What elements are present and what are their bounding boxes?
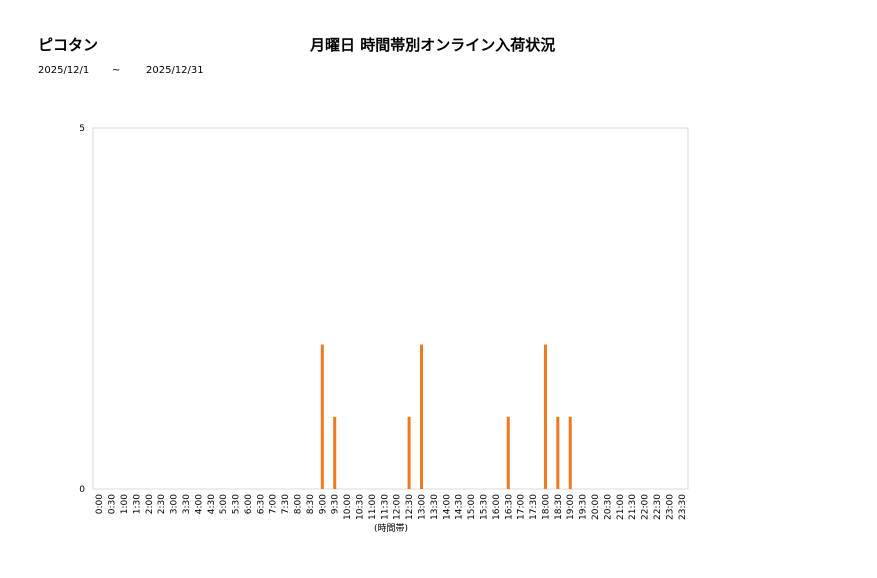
x-tick-label: 3:00 [170, 494, 180, 514]
x-tick-label: 1:00 [120, 494, 130, 514]
chart-title: 月曜日 時間帯別オンライン入荷状況 [310, 36, 556, 54]
x-tick-label: 12:30 [405, 494, 415, 520]
date-separator: ~ [112, 65, 121, 76]
x-tick-label: 23:00 [665, 494, 675, 520]
x-tick-label: 16:00 [492, 494, 502, 520]
plot-area [92, 127, 689, 490]
x-tick-label: 11:30 [380, 494, 390, 520]
y-tick-label: 5 [79, 124, 85, 134]
x-tick-label: 8:30 [306, 494, 316, 514]
x-tick-label: 22:30 [653, 494, 663, 520]
x-tick-label: 15:30 [479, 494, 489, 520]
x-tick-label: 5:00 [219, 494, 229, 514]
x-tick-label: 10:30 [356, 494, 366, 520]
x-tick-label: 9:00 [318, 494, 328, 514]
x-tick-label: 17:30 [529, 494, 539, 520]
x-tick-label: 11:00 [368, 494, 378, 520]
x-tick-label: 17:00 [517, 494, 527, 520]
x-tick-label: 21:30 [628, 494, 638, 520]
x-tick-label: 9:30 [331, 494, 341, 514]
bars-group [320, 344, 572, 489]
x-tick-label: 2:30 [157, 494, 167, 514]
x-tick-label: 7:30 [281, 494, 291, 514]
x-tick-label: 13:30 [430, 494, 440, 520]
bar-12-30 [407, 416, 411, 489]
store-name: ピコタン [38, 36, 99, 54]
x-tick-label: 19:30 [579, 494, 589, 520]
x-tick-label: 6:30 [256, 494, 266, 514]
x-tick-label: 14:30 [455, 494, 465, 520]
bar-9-30 [333, 416, 337, 489]
x-axis-label: (時間帯) [374, 522, 408, 534]
x-tick-label: 12:00 [393, 494, 403, 520]
x-tick-label: 18:00 [541, 494, 551, 520]
x-tick-label: 0:00 [95, 494, 105, 514]
x-tick-label: 4:00 [194, 494, 204, 514]
x-tick-label: 3:30 [182, 494, 192, 514]
x-tick-label: 4:30 [207, 494, 217, 514]
x-tick-label: 23:30 [678, 494, 688, 520]
x-tick-label: 13:00 [417, 494, 427, 520]
bar-13-00 [419, 344, 423, 489]
x-tick-label: 19:00 [566, 494, 576, 520]
x-tick-label: 1:30 [132, 494, 142, 514]
bar-9-00 [320, 344, 324, 489]
x-tick-label: 16:30 [504, 494, 514, 520]
x-tick-label: 0:30 [108, 494, 118, 514]
y-tick-label: 0 [79, 485, 85, 495]
x-tick-label: 6:00 [244, 494, 254, 514]
x-tick-label: 7:00 [269, 494, 279, 514]
x-tick-label: 14:00 [442, 494, 452, 520]
x-tick-label: 20:30 [603, 494, 613, 520]
bar-19-00 [568, 416, 572, 489]
x-tick-label: 5:30 [232, 494, 242, 514]
x-tick-label: 22:00 [641, 494, 651, 520]
x-tick-label: 8:00 [294, 494, 304, 514]
x-tick-labels: 0:00 0:30 1:00 1:30 2:00 2:30 3:00 3:30 4:00 4:30… [95, 494, 688, 520]
x-tick-label: 2:00 [145, 494, 155, 514]
x-tick-label: 15:00 [467, 494, 477, 520]
x-tick-label: 20:00 [591, 494, 601, 520]
bar-18-00 [543, 344, 547, 489]
x-tick-label: 21:00 [616, 494, 626, 520]
bar-18-30 [556, 416, 560, 489]
x-tick-label: 10:00 [343, 494, 353, 520]
y-tick-labels: 05 [79, 124, 85, 495]
x-tick-label: 18:30 [554, 494, 564, 520]
date-to: 2025/12/31 [146, 65, 204, 76]
bar-16-30 [506, 416, 510, 489]
date-from: 2025/12/1 [38, 65, 90, 76]
